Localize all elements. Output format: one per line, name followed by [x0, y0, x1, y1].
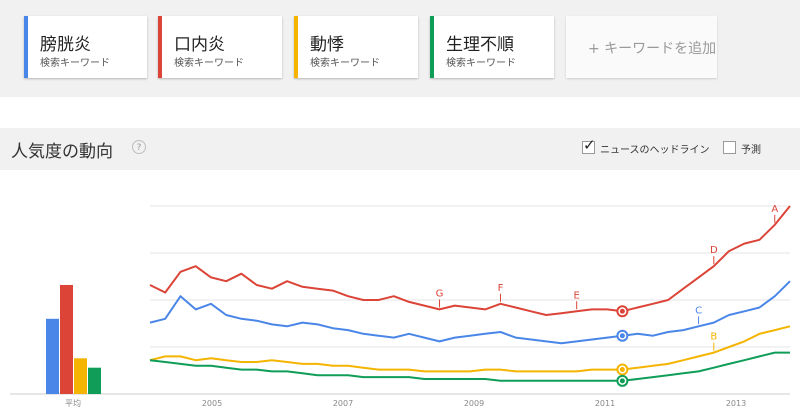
section-title: 人気度の動向 [11, 142, 113, 162]
x-axis-ticks: 平均 2005 2007 2009 2011 2013 [65, 398, 746, 408]
forecast-checkbox[interactable] [723, 141, 736, 154]
keyword-card-1[interactable]: 膀胱炎 検索キーワード [24, 16, 147, 78]
headline-marker-label[interactable]: D [710, 245, 718, 256]
headline-marker-label[interactable]: B [710, 332, 717, 343]
add-keyword-button[interactable]: + キーワードを追加 [566, 16, 717, 78]
interest-over-time-chart: A B C D E F G 平均 2005 2007 2009 2011 2013 [10, 204, 791, 408]
x-tick-label: 2013 [726, 399, 746, 408]
series-line [149, 205, 791, 316]
series-point-dot [619, 333, 625, 339]
forecast-label: 予測 [741, 145, 761, 156]
keyword-card-4[interactable]: 生理不順 検索キーワード [430, 16, 554, 78]
x-tick-label: 2005 [202, 399, 222, 408]
keyword-type-label: 検索キーワード [40, 58, 110, 69]
average-bar [46, 318, 59, 394]
forecast-toggle[interactable]: 予測 [723, 140, 773, 156]
series-line [149, 280, 791, 345]
news-headlines-label: ニュースのヘッドライン [600, 145, 710, 156]
keyword-card-3[interactable]: 動悸 検索キーワード [294, 16, 418, 78]
checkmark-icon: ✓ [583, 136, 596, 154]
keyword-card-2[interactable]: 口内炎 検索キーワード [158, 16, 282, 78]
chart-series-lines [149, 205, 791, 387]
headline-markers: A B C D E F G [436, 204, 778, 351]
keyword-term: 口内炎 [174, 35, 225, 55]
keyword-color-stripe [24, 16, 28, 78]
headline-marker-label[interactable]: A [771, 204, 778, 215]
average-bar [60, 284, 73, 394]
news-headlines-toggle[interactable]: ✓ ニュースのヘッドライン [582, 136, 712, 156]
average-bar [74, 358, 87, 394]
keyword-term: 生理不順 [446, 35, 514, 55]
x-tick-label: 2011 [595, 399, 615, 408]
x-tick-label: 2007 [333, 399, 353, 408]
keyword-type-label: 検索キーワード [446, 58, 516, 69]
keyword-color-stripe [430, 16, 434, 78]
keyword-type-label: 検索キーワード [310, 58, 380, 69]
keyword-term: 動悸 [310, 35, 344, 55]
chart-gridlines [10, 205, 790, 395]
add-keyword-label: + キーワードを追加 [588, 41, 717, 57]
headline-marker-label[interactable]: G [436, 288, 444, 299]
headline-marker-label[interactable]: E [574, 290, 580, 301]
help-icon[interactable]: ? [132, 140, 146, 154]
average-label: 平均 [65, 398, 81, 408]
news-headlines-checkbox[interactable]: ✓ [582, 136, 596, 154]
headline-marker-label[interactable]: F [498, 283, 504, 294]
keyword-type-label: 検索キーワード [174, 58, 244, 69]
series-point-dot [619, 367, 625, 373]
keyword-color-stripe [158, 16, 162, 78]
series-point-dot [619, 378, 625, 384]
average-bar [88, 367, 101, 394]
series-line [149, 325, 791, 373]
average-bars [46, 284, 101, 394]
keyword-color-stripe [294, 16, 298, 78]
interest-over-time-header: 人気度の動向 ? ✓ ニュースのヘッドライン 予測 [0, 128, 800, 170]
series-line [149, 351, 790, 382]
keyword-bar: 膀胱炎 検索キーワード 口内炎 検索キーワード 動悸 検索キーワード 生理不順 … [0, 0, 800, 97]
keyword-term: 膀胱炎 [40, 35, 91, 55]
series-point-dot [619, 308, 625, 314]
x-tick-label: 2009 [464, 399, 484, 408]
headline-marker-label[interactable]: C [695, 305, 702, 316]
